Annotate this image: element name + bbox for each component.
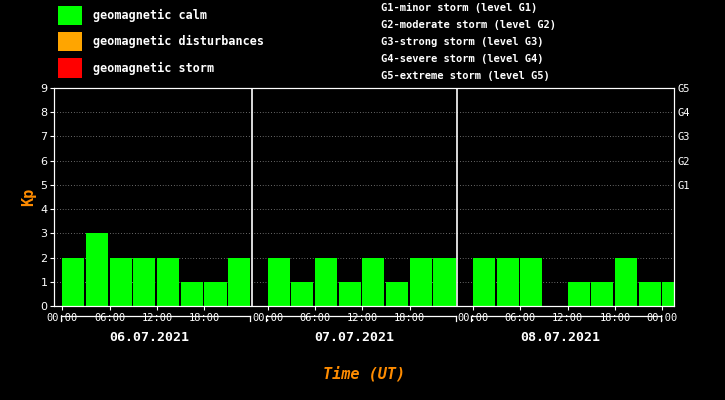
Y-axis label: Kp: Kp [21,188,36,206]
Text: geomagnetic calm: geomagnetic calm [93,9,207,22]
Text: 07.07.2021: 07.07.2021 [315,331,394,344]
Bar [204,282,226,306]
Bar [386,282,408,306]
Bar [362,258,384,306]
Text: G1-minor storm (level G1): G1-minor storm (level G1) [381,3,537,13]
Bar [497,258,518,306]
Bar [62,258,84,306]
Text: geomagnetic storm: geomagnetic storm [93,62,214,74]
Bar [568,282,589,306]
Text: G5-extreme storm (level G5): G5-extreme storm (level G5) [381,71,550,81]
Bar [521,258,542,306]
Bar [639,282,660,306]
Bar [615,258,637,306]
Bar [663,282,684,306]
Bar [58,58,82,78]
Bar [315,258,337,306]
Bar [291,282,313,306]
Bar [86,233,108,306]
Text: G4-severe storm (level G4): G4-severe storm (level G4) [381,54,543,64]
Bar [473,258,495,306]
Bar [58,6,82,25]
Bar [181,282,203,306]
Bar [339,282,361,306]
Bar [410,258,432,306]
Bar [592,282,613,306]
Text: G3-strong storm (level G3): G3-strong storm (level G3) [381,37,543,47]
Text: 08.07.2021: 08.07.2021 [520,331,600,344]
Bar [434,258,455,306]
Bar [109,258,132,306]
Text: Time (UT): Time (UT) [323,366,405,382]
Bar [133,258,155,306]
Text: G2-moderate storm (level G2): G2-moderate storm (level G2) [381,20,555,30]
Text: 06.07.2021: 06.07.2021 [109,331,189,344]
Bar [228,258,250,306]
Bar [58,32,82,52]
Bar [157,258,179,306]
Bar [268,258,290,306]
Text: geomagnetic disturbances: geomagnetic disturbances [93,35,264,48]
